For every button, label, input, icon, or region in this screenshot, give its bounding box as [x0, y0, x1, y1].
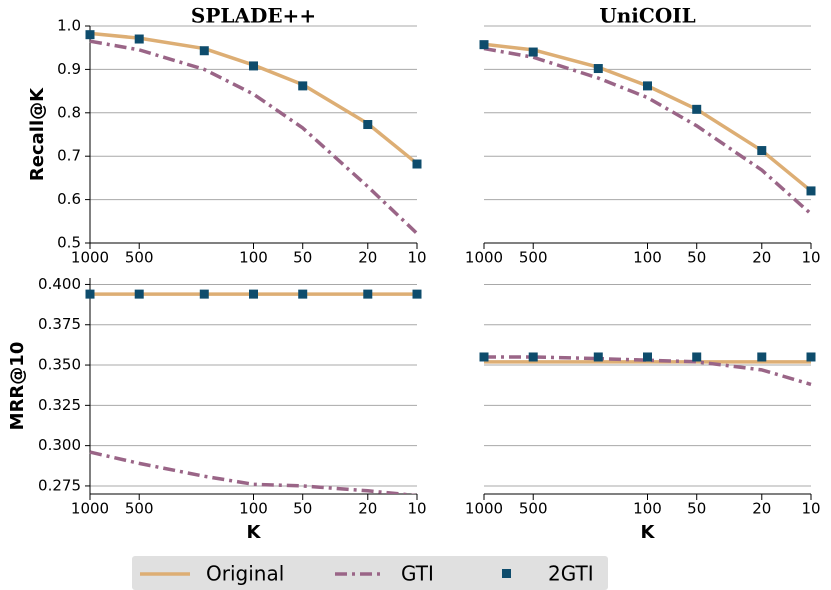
y-tick-label: 0.9 — [57, 60, 81, 78]
y-tick-label: 0.275 — [38, 476, 81, 494]
marker — [363, 120, 373, 130]
marker — [757, 146, 767, 156]
x-tick-label: 500 — [125, 500, 154, 518]
marker — [412, 289, 422, 299]
x-axis-label: K — [247, 522, 262, 543]
x-tick-label: 100 — [239, 249, 268, 267]
y-tick-label: 1.0 — [57, 17, 81, 35]
marker — [479, 40, 489, 50]
marker — [806, 186, 816, 196]
marker — [134, 34, 144, 44]
x-tick-label: 1000 — [71, 500, 109, 518]
marker — [363, 289, 373, 299]
plot-area — [479, 352, 816, 387]
y-tick-label: 0.375 — [38, 315, 81, 333]
y-tick-label: 0.8 — [57, 103, 81, 121]
marker — [593, 64, 603, 74]
x-tick-label: 10 — [801, 249, 820, 267]
marker — [643, 352, 652, 362]
marker — [85, 289, 95, 299]
y-tick-label: 0.400 — [38, 275, 81, 293]
panel-title: UniCOIL — [599, 4, 695, 28]
x-tick-label: 20 — [752, 249, 771, 267]
marker — [298, 81, 308, 91]
marker — [593, 352, 603, 362]
series-line — [89, 450, 418, 494]
y-tick-label: 0.6 — [57, 190, 81, 208]
plot-area — [479, 40, 816, 216]
x-tick-label: 50 — [687, 249, 706, 267]
marker — [692, 352, 702, 362]
y-tick-label: 0.300 — [38, 436, 81, 454]
x-tick-label: 1000 — [465, 249, 503, 267]
plot-area — [85, 289, 422, 494]
y-tick-label: 0.7 — [57, 147, 81, 165]
marker — [249, 61, 258, 71]
marker — [757, 352, 767, 362]
series-line — [484, 355, 812, 387]
series-line — [89, 31, 419, 165]
marker — [528, 352, 538, 362]
y-tick-label: 0.5 — [57, 234, 81, 252]
marker — [85, 30, 95, 40]
x-tick-label: 50 — [293, 500, 312, 518]
marker — [806, 352, 816, 362]
series-line — [483, 46, 813, 216]
marker — [134, 289, 144, 299]
x-tick-label: 100 — [633, 500, 662, 518]
marker — [643, 81, 652, 91]
x-tick-label: 20 — [752, 500, 771, 518]
legend-marker — [502, 569, 511, 578]
legend-label: Original — [206, 562, 284, 586]
marker — [199, 46, 209, 56]
x-tick-label: 500 — [519, 249, 548, 267]
x-tick-label: 1000 — [71, 249, 109, 267]
y-tick-label: 0.350 — [38, 356, 81, 374]
panel-title: SPLADE++ — [191, 4, 316, 28]
x-tick-label: 100 — [633, 249, 662, 267]
x-tick-label: 50 — [293, 249, 312, 267]
y-axis-label: MRR@10 — [7, 342, 28, 431]
legend-label: GTI — [401, 562, 434, 586]
x-tick-label: 20 — [358, 249, 377, 267]
marker — [249, 289, 258, 299]
plot-area — [85, 30, 422, 235]
x-tick-label: 10 — [407, 249, 426, 267]
x-axis-label: K — [641, 522, 656, 543]
x-tick-label: 500 — [125, 249, 154, 267]
x-tick-label: 20 — [358, 500, 377, 518]
marker — [692, 104, 702, 114]
marker — [199, 289, 209, 299]
x-tick-label: 10 — [801, 500, 820, 518]
x-tick-label: 10 — [407, 500, 426, 518]
y-axis-label: Recall@K — [27, 87, 48, 181]
y-tick-label: 0.325 — [38, 396, 81, 414]
x-tick-label: 100 — [239, 500, 268, 518]
x-tick-label: 50 — [687, 500, 706, 518]
marker — [479, 352, 489, 362]
x-tick-label: 500 — [519, 500, 548, 518]
marker — [298, 289, 308, 299]
legend-label: 2GTI — [548, 562, 594, 586]
marker — [528, 47, 538, 57]
x-tick-label: 1000 — [465, 500, 503, 518]
marker — [412, 159, 422, 169]
